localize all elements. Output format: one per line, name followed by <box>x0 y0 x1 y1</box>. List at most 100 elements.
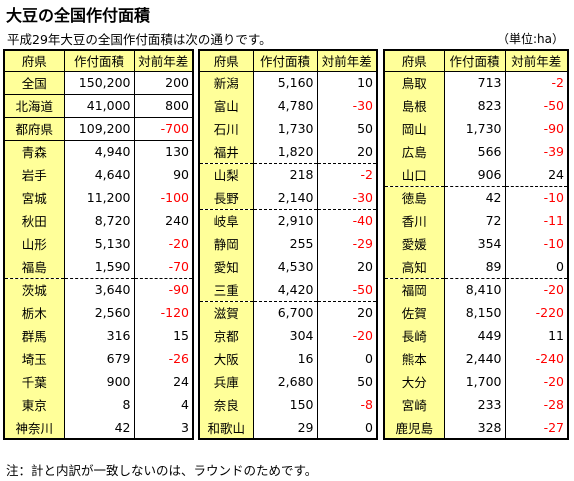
diff-cell: -700 <box>133 116 193 140</box>
table-row: 愛知 4,530 20 <box>198 255 377 278</box>
table-row: 福井 1,820 20 <box>198 140 377 163</box>
table-row: 千葉 900 24 <box>3 370 193 393</box>
prefecture-cell: 香川 <box>383 209 444 232</box>
footnote: 注：計と内訳が一致しないのは、ラウンドのためです。 <box>6 463 318 478</box>
area-cell: 255 <box>252 232 317 255</box>
diff-cell: 240 <box>133 209 193 232</box>
diff-cell: -220 <box>504 301 568 324</box>
prefecture-cell: 高知 <box>383 255 444 278</box>
table-row: 北海道 41,000 800 <box>3 93 193 117</box>
prefecture-cell: 栃木 <box>3 301 64 324</box>
table-row: 香川 72 -11 <box>383 209 568 232</box>
diff-cell: -20 <box>316 324 377 347</box>
table-row: 埼玉 679 -26 <box>3 347 193 370</box>
table-row: 愛媛 354 -10 <box>383 232 568 255</box>
prefecture-cell: 富山 <box>198 94 253 117</box>
prefecture-cell: 青森 <box>3 139 64 163</box>
area-cell: 566 <box>443 140 505 163</box>
area-cell: 8 <box>63 393 134 416</box>
area-cell: 328 <box>443 416 505 439</box>
table-block-3: 府県 作付面積 対前年差 鳥取 713 -2 島根 823 -50 岡山 1,730 -90 広島… <box>383 49 569 440</box>
header-pref: 府県 <box>3 50 64 72</box>
diff-cell: 0 <box>316 416 377 439</box>
header-area: 作付面積 <box>252 50 317 72</box>
diff-cell: -50 <box>504 94 568 117</box>
table-body: 鳥取 713 -2 島根 823 -50 岡山 1,730 -90 広島 566 -39 山口 906 24… <box>383 71 568 439</box>
diff-cell: 10 <box>316 71 377 94</box>
prefecture-cell: 岡山 <box>383 117 444 140</box>
table-row: 広島 566 -39 <box>383 140 568 163</box>
prefecture-cell: 北海道 <box>3 93 64 117</box>
prefecture-cell: 岐阜 <box>198 208 253 232</box>
table-row: 宮崎 233 -28 <box>383 393 568 416</box>
diff-cell: 130 <box>133 139 193 163</box>
diff-cell: 50 <box>316 117 377 140</box>
unit-label: （単位:ha） <box>496 32 564 46</box>
prefecture-cell: 長野 <box>198 186 253 209</box>
diff-cell: 11 <box>504 324 568 347</box>
prefecture-cell: 岩手 <box>3 163 64 186</box>
prefecture-cell: 神奈川 <box>3 416 64 439</box>
area-cell: 8,410 <box>443 277 505 301</box>
header-pref: 府県 <box>383 50 444 72</box>
table-row: 栃木 2,560 -120 <box>3 301 193 324</box>
area-cell: 906 <box>443 163 505 186</box>
table-row: 兵庫 2,680 50 <box>198 370 377 393</box>
table-row: 全国 150,200 200 <box>3 71 193 94</box>
prefecture-cell: 山形 <box>3 232 64 255</box>
table-row: 群馬 316 15 <box>3 324 193 347</box>
table-row: 富山 4,780 -30 <box>198 94 377 117</box>
table-row: 石川 1,730 50 <box>198 117 377 140</box>
table-body: 全国 150,200 200 北海道 41,000 800 都府県 109,200 -700 青森… <box>3 71 193 439</box>
diff-cell: 90 <box>133 163 193 186</box>
prefecture-cell: 愛媛 <box>383 232 444 255</box>
summary-text: 平成29年大豆の全国作付面積は次の通りです。 <box>7 32 272 47</box>
prefecture-cell: 静岡 <box>198 232 253 255</box>
area-cell: 109,200 <box>63 116 134 140</box>
prefecture-cell: 秋田 <box>3 209 64 232</box>
diff-cell: -100 <box>133 186 193 209</box>
area-cell: 8,150 <box>443 301 505 324</box>
diff-cell: -10 <box>504 232 568 255</box>
table-row: 山梨 218 -2 <box>198 162 377 186</box>
area-cell: 233 <box>443 393 505 416</box>
table-row: 宮城 11,200 -100 <box>3 186 193 209</box>
diff-cell: 20 <box>316 140 377 163</box>
area-cell: 42 <box>443 185 505 209</box>
prefecture-cell: 佐賀 <box>383 301 444 324</box>
diff-cell: -30 <box>316 94 377 117</box>
diff-cell: 800 <box>133 93 193 117</box>
prefecture-cell: 福岡 <box>383 277 444 301</box>
table-row: 高知 89 0 <box>383 255 568 278</box>
table-block-1: 府県 作付面積 対前年差 全国 150,200 200 北海道 41,000 800 都府県… <box>3 49 194 440</box>
diff-cell: -50 <box>316 278 377 301</box>
area-cell: 41,000 <box>63 93 134 117</box>
prefecture-cell: 群馬 <box>3 324 64 347</box>
table-row: 岐阜 2,910 -40 <box>198 208 377 232</box>
prefecture-cell: 都府県 <box>3 116 64 140</box>
diff-cell: -30 <box>316 186 377 209</box>
prefecture-cell: 和歌山 <box>198 416 253 439</box>
area-cell: 2,440 <box>443 347 505 370</box>
header-area: 作付面積 <box>443 50 505 72</box>
area-cell: 89 <box>443 255 505 278</box>
prefecture-cell: 福井 <box>198 140 253 163</box>
area-cell: 29 <box>252 416 317 439</box>
diff-cell: -20 <box>504 370 568 393</box>
area-cell: 4,640 <box>63 163 134 186</box>
prefecture-cell: 熊本 <box>383 347 444 370</box>
area-cell: 900 <box>63 370 134 393</box>
diff-cell: -11 <box>504 209 568 232</box>
diff-cell: -28 <box>504 393 568 416</box>
table-row: 鳥取 713 -2 <box>383 71 568 94</box>
diff-cell: 15 <box>133 324 193 347</box>
table-row: 奈良 150 -8 <box>198 393 377 416</box>
prefecture-cell: 東京 <box>3 393 64 416</box>
diff-cell: -8 <box>316 393 377 416</box>
area-cell: 72 <box>443 209 505 232</box>
area-cell: 2,680 <box>252 370 317 393</box>
area-cell: 2,560 <box>63 301 134 324</box>
area-cell: 316 <box>63 324 134 347</box>
diff-cell: -90 <box>504 117 568 140</box>
prefecture-cell: 全国 <box>3 71 64 94</box>
